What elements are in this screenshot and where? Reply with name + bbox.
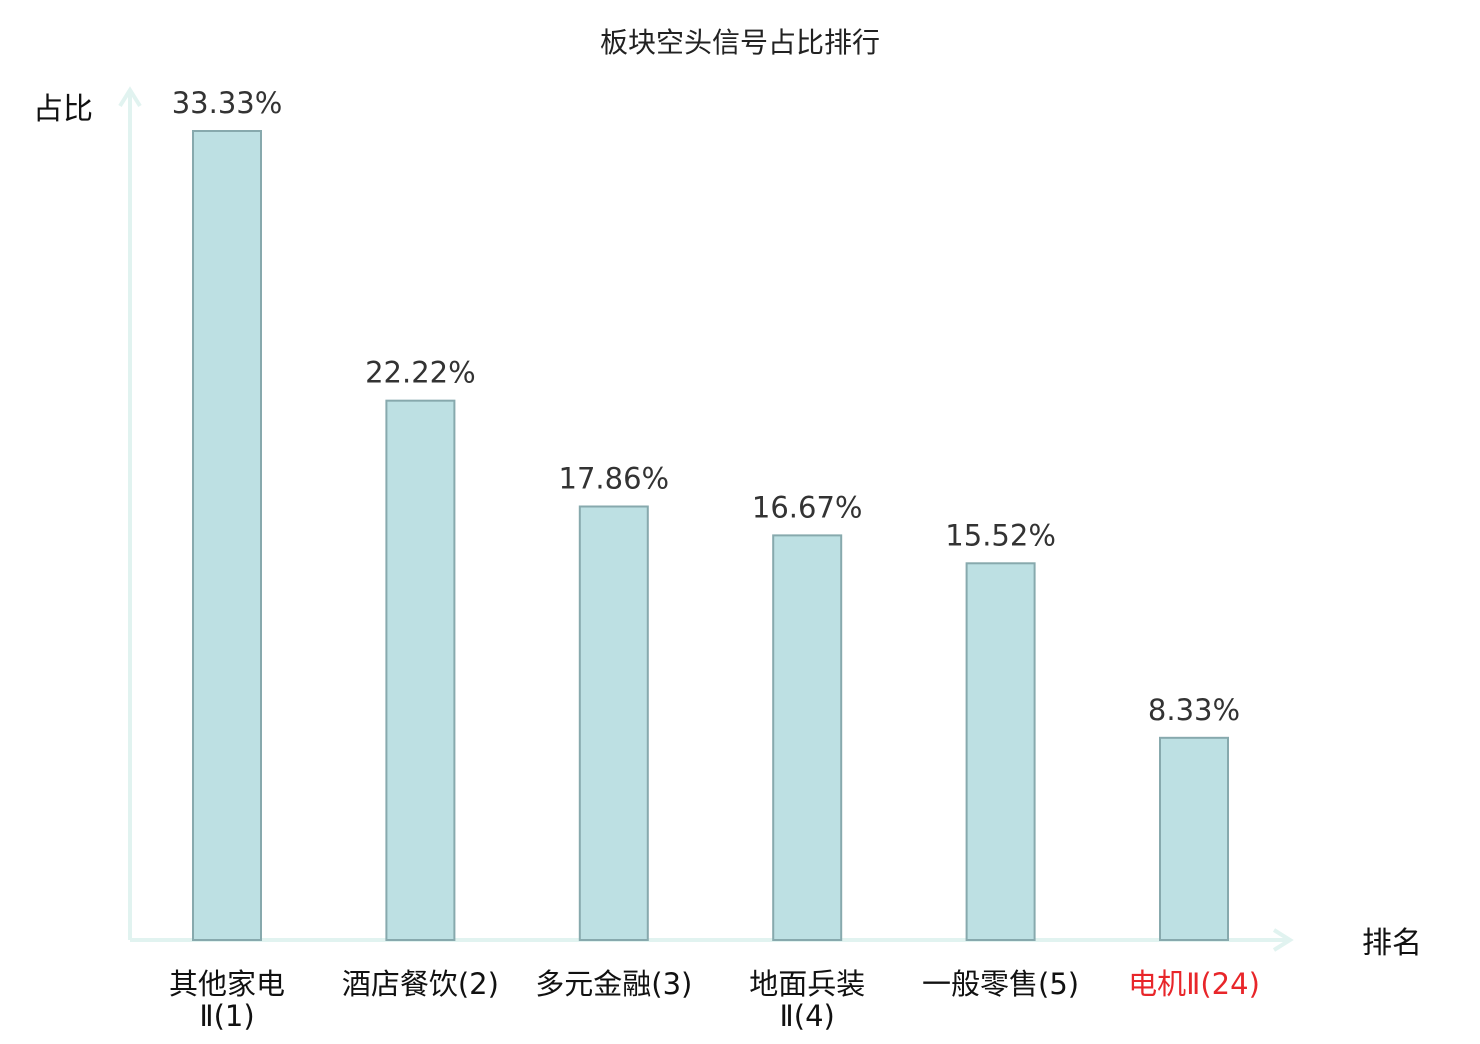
category-label: 其他家电	[169, 967, 285, 1001]
value-label: 17.86%	[559, 461, 670, 495]
category-label: 一般零售(5)	[922, 967, 1079, 1001]
x-axis-arrow	[1272, 928, 1294, 952]
value-label: 22.22%	[365, 356, 476, 390]
bar	[1159, 736, 1229, 941]
value-label: 8.33%	[1148, 693, 1240, 727]
value-label: 15.52%	[945, 518, 1056, 552]
chart-title: 板块空头信号占比排行	[600, 26, 880, 59]
category-label: 电机Ⅱ(24)	[1128, 967, 1260, 1001]
category-label-line2: Ⅱ(4)	[780, 999, 835, 1033]
bar	[578, 505, 649, 941]
y-axis-arrow	[118, 86, 142, 108]
category-label: 地面兵装	[749, 967, 865, 1001]
value-label: 16.67%	[752, 490, 863, 524]
bar	[965, 562, 1036, 941]
category-label-line2: Ⅱ(1)	[199, 999, 254, 1033]
x-axis-label: 排名	[1362, 926, 1422, 961]
category-label: 多元金融(3)	[535, 967, 692, 1001]
bar	[772, 534, 843, 942]
bar	[192, 130, 262, 941]
category-label: 酒店餐饮(2)	[342, 967, 499, 1001]
value-labels-group: 33.33% 22.22% 17.86% 16.67% 15.52% 8.33%	[172, 86, 1240, 727]
value-label: 33.33%	[172, 86, 283, 120]
axes	[118, 86, 1294, 952]
bar	[385, 399, 456, 941]
y-axis-label: 占比	[33, 92, 93, 127]
bars-group	[192, 130, 1229, 942]
